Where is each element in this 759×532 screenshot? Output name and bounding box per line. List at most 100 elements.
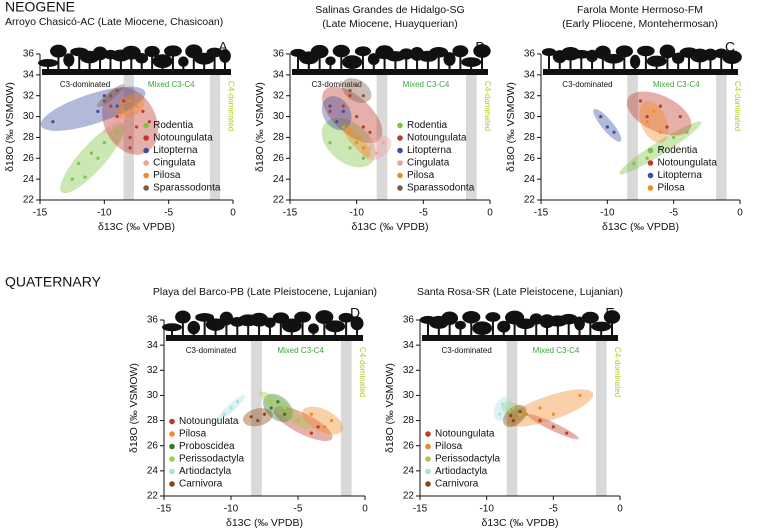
tree-trunk xyxy=(345,317,348,341)
point xyxy=(361,146,365,150)
x-tick-label: -10 xyxy=(600,208,615,219)
x-tick-label: -15 xyxy=(283,208,298,219)
y-tick-label: 30 xyxy=(273,111,285,122)
y-tick-label: 28 xyxy=(273,132,285,143)
tree-crown xyxy=(219,49,231,63)
legend-swatch xyxy=(397,185,403,191)
point xyxy=(122,109,126,113)
point xyxy=(335,120,339,124)
y-tick-label: 34 xyxy=(524,69,536,80)
tree-crown xyxy=(152,54,173,69)
tree-trunk xyxy=(88,57,91,75)
point xyxy=(551,425,555,429)
legend-swatch xyxy=(143,160,149,166)
point xyxy=(348,130,352,134)
tree-crown xyxy=(603,53,624,64)
legend-label: Notoungulata xyxy=(435,429,495,440)
tree-crown xyxy=(325,56,336,66)
tree-trunk xyxy=(78,51,81,75)
tree-trunk xyxy=(279,318,282,341)
x-tick-label: 0 xyxy=(362,504,368,515)
legend-label: Carnivora xyxy=(435,479,479,490)
tree-crown xyxy=(462,310,481,324)
legend-swatch xyxy=(647,185,654,191)
legend-label: Sparassodonta xyxy=(153,183,221,194)
legend-label: Pilosa xyxy=(179,429,207,440)
legend-swatch xyxy=(143,122,149,129)
tree-trunk xyxy=(182,61,185,75)
tree-trunk xyxy=(612,58,615,75)
tree-trunk xyxy=(171,51,174,75)
legend-swatch xyxy=(143,135,149,141)
point xyxy=(348,94,352,98)
legend-label: Litopterna xyxy=(407,145,452,156)
tree-trunk xyxy=(720,53,723,75)
point xyxy=(645,114,649,119)
legend-swatch xyxy=(143,172,149,179)
y-axis-label: δ18O (‰ VSMOW) xyxy=(254,82,266,172)
y-tick-label: 30 xyxy=(524,111,536,122)
point xyxy=(341,125,345,129)
point xyxy=(115,114,119,119)
tree-crown xyxy=(249,312,269,327)
tree-trunk xyxy=(556,320,559,341)
point xyxy=(128,99,132,103)
point xyxy=(115,104,119,108)
ellipse xyxy=(321,96,352,131)
y-tick-label: 24 xyxy=(403,465,415,476)
tree-trunk xyxy=(67,59,70,75)
tree-trunk xyxy=(394,56,397,75)
tree-crown xyxy=(591,321,612,332)
point xyxy=(381,141,385,145)
chart-title: Farola Monte Hermoso-FM xyxy=(577,4,703,16)
tree-trunk xyxy=(297,52,299,75)
legend-swatch xyxy=(169,456,175,462)
x-tick-label: -5 xyxy=(419,208,428,219)
point xyxy=(565,431,569,435)
zone-band xyxy=(251,341,262,496)
point xyxy=(498,412,502,416)
x-tick-label: -5 xyxy=(549,504,558,515)
tree-trunk xyxy=(318,51,321,75)
point xyxy=(109,125,113,129)
point xyxy=(262,412,267,416)
point xyxy=(96,156,100,160)
y-tick-label: 32 xyxy=(23,90,35,101)
tree-trunk xyxy=(513,317,516,341)
tree-trunk xyxy=(405,53,408,75)
point xyxy=(672,135,676,140)
zone-band xyxy=(716,75,727,200)
point xyxy=(122,114,126,119)
point xyxy=(134,125,139,129)
tree-trunk xyxy=(361,51,364,75)
tree-crown xyxy=(722,50,742,64)
point xyxy=(328,141,332,145)
tree-trunk xyxy=(225,318,228,341)
tree-crown xyxy=(310,44,329,59)
tree-crown xyxy=(646,55,667,67)
point xyxy=(141,109,145,113)
point xyxy=(115,120,119,124)
tree-trunk xyxy=(236,321,239,341)
point xyxy=(355,83,359,87)
panel-letter: C xyxy=(725,39,735,55)
point xyxy=(328,109,332,113)
tree-trunk xyxy=(301,317,304,341)
legend-label: Notoungulata xyxy=(407,133,467,144)
point xyxy=(361,94,365,98)
tree-crown xyxy=(571,49,591,59)
zone-label: C4-dominated xyxy=(613,347,622,397)
legend-label: Pilosa xyxy=(435,441,463,452)
tree-trunk xyxy=(437,52,440,75)
point xyxy=(501,402,505,406)
tree-crown xyxy=(497,320,511,333)
x-axis-label: δ13C (‰ VPDB) xyxy=(602,221,679,233)
tree-crown xyxy=(529,313,543,325)
y-tick-label: 32 xyxy=(273,90,285,101)
point xyxy=(122,99,126,103)
tree-crown xyxy=(472,321,493,336)
tree-crown xyxy=(63,53,75,67)
point xyxy=(147,120,151,124)
tree-crown xyxy=(574,316,585,331)
legend-label: Litopterna xyxy=(657,170,702,181)
